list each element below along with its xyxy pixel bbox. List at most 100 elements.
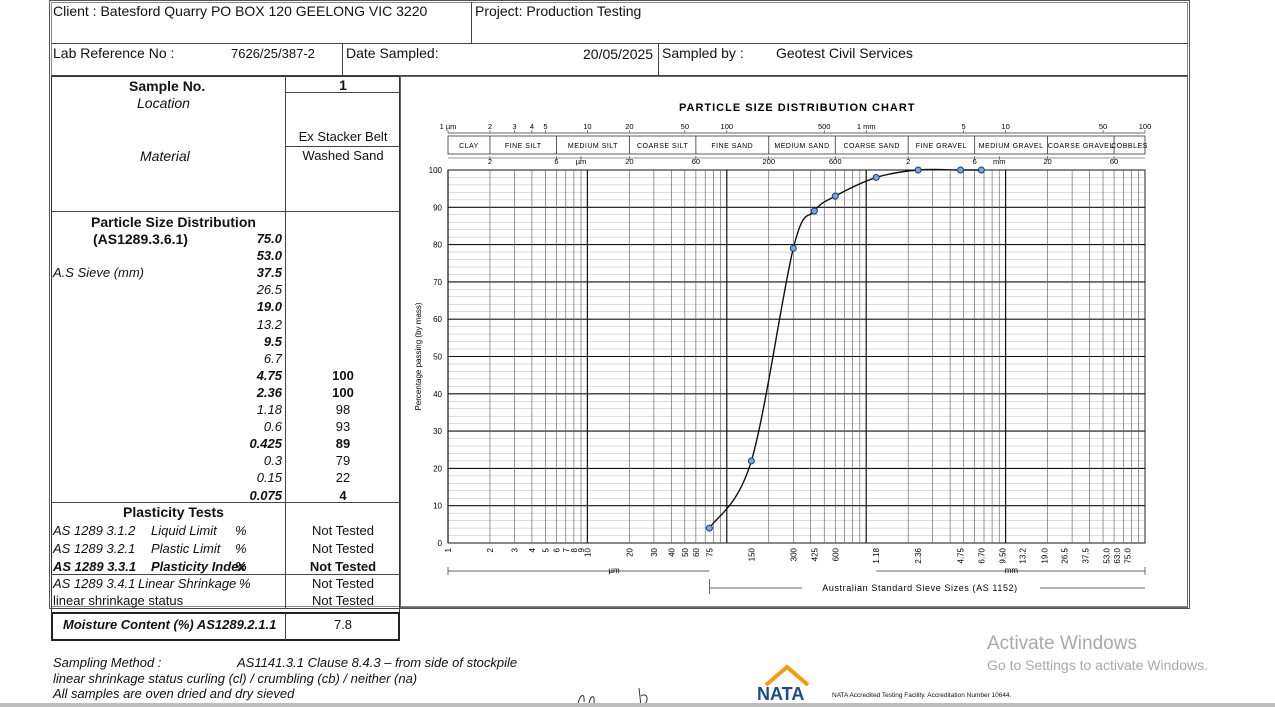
top-scale-label: 4: [530, 122, 534, 131]
y-tick-label: 70: [433, 278, 442, 287]
x-tick-label: 20: [625, 547, 634, 556]
y-tick-label: 40: [433, 390, 442, 399]
sampled-by-value: Geotest Civil Services: [776, 45, 913, 61]
x-axis-label: Australian Standard Sieve Sizes (AS 1152…: [822, 583, 1018, 593]
test-result: Not Tested: [312, 523, 374, 538]
band-scale-label: 6: [973, 157, 977, 166]
top-scale-label: 2: [488, 122, 492, 131]
sieve-size: 4.75: [256, 367, 282, 383]
sampling-method-label: Sampling Method :: [53, 655, 162, 670]
test-result: Not Tested: [312, 576, 374, 591]
top-scale-label: 100: [1139, 122, 1152, 131]
sieve-size: 0.6: [263, 419, 282, 435]
header-divider-1: [51, 43, 1188, 44]
nata-logo: NATA: [757, 684, 805, 704]
data-point: [810, 207, 818, 215]
band-scale-label: 20: [1043, 157, 1051, 166]
data-point: [957, 166, 965, 174]
ls-status-legend: linear shrinkage status curling (cl) / c…: [53, 671, 418, 686]
oven-dried-note: All samples are oven dried and dry sieve…: [53, 686, 295, 701]
nata-accreditation: NATA Accredited Testing Facility. Accred…: [832, 692, 1012, 699]
percent-passing: 100: [332, 367, 354, 383]
sieve-size: 0.075: [249, 487, 282, 503]
soil-band-label: FINE GRAVEL: [916, 143, 967, 150]
band-scale-label: 2: [488, 157, 492, 166]
percent-passing: 98: [335, 402, 351, 417]
soil-band-label: MEDIUM GRAVEL: [979, 143, 1044, 150]
soil-band-label: MEDIUM SAND: [774, 143, 829, 150]
pt-row-1-divider: [51, 574, 400, 575]
location-value: Ex Stacker Belt: [298, 129, 388, 144]
grading-curve: [708, 168, 982, 529]
x-tick-label: 6: [552, 547, 561, 552]
bottom-scrollbar[interactable]: [0, 703, 1275, 707]
y-tick-label: 60: [433, 315, 442, 324]
band-scale-label: 60: [1110, 157, 1118, 166]
y-tick-label: 20: [433, 464, 442, 473]
band-scale-label: mm: [993, 157, 1006, 166]
x-tick-label: 3: [511, 547, 520, 552]
sieve-label-bg: [802, 581, 1040, 594]
top-scale-label: 3: [512, 122, 516, 131]
test-unit: %: [239, 576, 251, 591]
y-tick-label: 100: [429, 166, 443, 175]
top-scale-label: 100: [721, 122, 734, 131]
project-line: Project: Production Testing: [475, 3, 642, 19]
x-tick-label: 9: [577, 547, 586, 552]
nata-logo-mark: [764, 664, 810, 687]
y-tick-label: 30: [433, 427, 442, 436]
x-tick-label: 50: [681, 547, 690, 556]
chart-panel: [400, 76, 1188, 608]
material-label: Material: [140, 148, 190, 164]
sieve-size: 2.36: [256, 384, 282, 400]
test-unit: %: [235, 523, 247, 538]
sieve-size: 26.5: [256, 282, 282, 298]
x-tick-label: 2.36: [914, 547, 923, 563]
test-standard: AS 1289 3.1.2: [53, 523, 136, 538]
band-scale-label: 6: [554, 157, 558, 166]
test-result: Not Tested: [312, 541, 374, 556]
soil-band-label: COBBLES: [1111, 143, 1148, 150]
lab-ref-value: 7626/25/387-2: [231, 46, 315, 61]
sieve-size: 1.18: [256, 402, 282, 417]
y-tick-label: 0: [438, 539, 443, 548]
sieve-size: 0.15: [256, 470, 282, 486]
location-label: Location: [137, 95, 190, 111]
data-point: [705, 524, 713, 532]
x-tick-label: 2: [486, 547, 495, 552]
data-point: [747, 457, 755, 465]
x-tick-label: 75: [705, 547, 714, 556]
header-divider-2: [51, 75, 1188, 76]
data-point: [977, 166, 985, 174]
x-tick-label: 150: [747, 547, 756, 561]
plasticity-title: Plasticity Tests: [123, 504, 224, 520]
top-scale-label: 10: [1001, 122, 1009, 131]
sieve-size: 19.0: [256, 299, 282, 315]
top-scale-label: 500: [818, 122, 831, 131]
header-divider-v3: [658, 43, 659, 75]
psd-title: Particle Size Distribution: [91, 214, 256, 230]
test-unit: %: [235, 559, 247, 574]
band-scale-label: 20: [625, 157, 633, 166]
percent-passing: 89: [335, 436, 351, 452]
y-tick-label: 50: [433, 353, 442, 362]
sampled-by-label: Sampled by :: [662, 45, 744, 61]
x-tick-label: 60: [692, 547, 701, 556]
test-name: Plastic Limit: [151, 541, 221, 556]
x-tick-label: 1.18: [872, 547, 881, 563]
percent-passing: 100: [332, 384, 354, 400]
client-line: Client : Batesford Quarry PO BOX 120 GEE…: [53, 3, 428, 19]
sieve-size: 13.2: [256, 316, 282, 332]
test-unit: %: [235, 541, 247, 556]
soil-band-label: COARSE GRAVEL: [1048, 143, 1114, 150]
activate-windows-subtitle: Go to Settings to activate Windows.: [987, 657, 1208, 673]
x-tick-label: 13.2: [1018, 547, 1027, 563]
test-name: Liquid Limit: [151, 523, 217, 538]
data-point: [831, 192, 839, 200]
sieve-size: 0.3: [263, 453, 282, 469]
header-divider-v2: [342, 43, 343, 75]
band-scale-label: 60: [692, 157, 700, 166]
y-tick-label: 90: [433, 203, 442, 212]
sample-no-value: 1: [339, 77, 347, 93]
